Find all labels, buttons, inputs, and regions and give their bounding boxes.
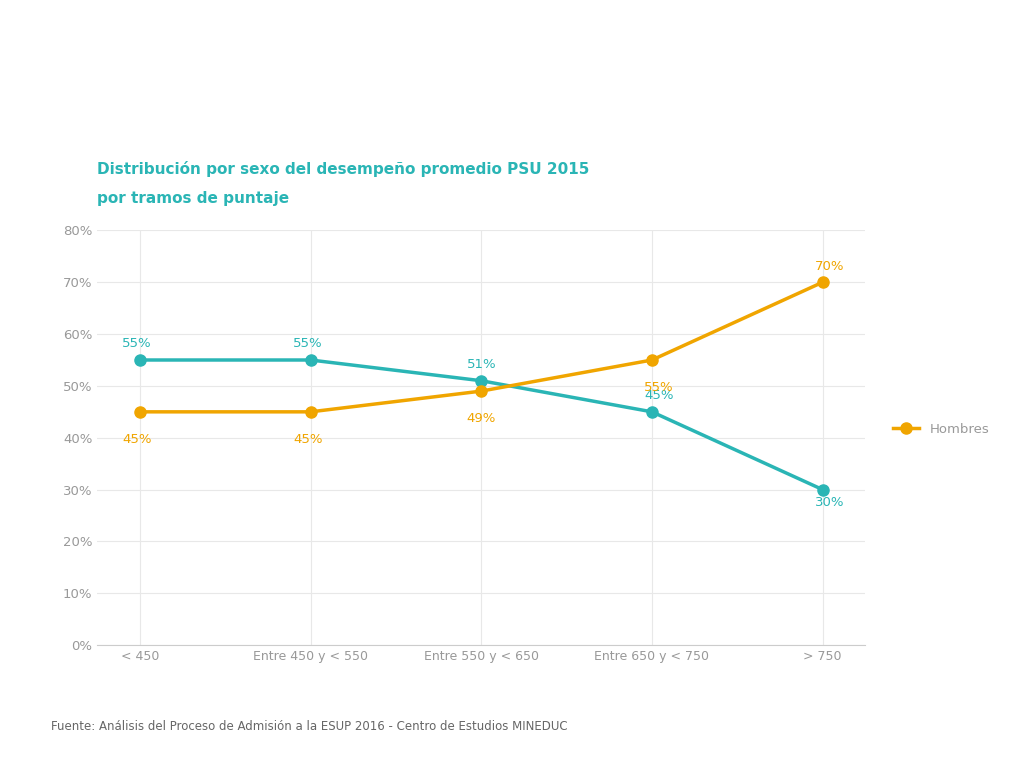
- Text: 45%: 45%: [123, 432, 152, 445]
- Text: Fuente: Análisis del Proceso de Admisión a la ESUP 2016 - Centro de Estudios MIN: Fuente: Análisis del Proceso de Admisión…: [51, 720, 568, 733]
- Text: 55%: 55%: [644, 381, 674, 394]
- Legend: Hombres: Hombres: [887, 418, 994, 442]
- Text: PSU: PSU: [286, 37, 374, 74]
- Text: 45%: 45%: [293, 432, 323, 445]
- Text: 49%: 49%: [467, 412, 496, 425]
- Text: 51%: 51%: [467, 358, 496, 371]
- Text: 55%: 55%: [122, 337, 152, 350]
- Text: 55%: 55%: [293, 337, 323, 350]
- Text: Distribución por sexo del desempeño promedio PSU 2015: Distribución por sexo del desempeño prom…: [97, 161, 590, 177]
- Text: 45%: 45%: [644, 389, 674, 402]
- Text: 70%: 70%: [815, 260, 845, 273]
- Text: por tramos de puntaje: por tramos de puntaje: [97, 190, 290, 206]
- Text: 30%: 30%: [815, 496, 845, 509]
- Text: Prueba de Selección Universitaria: Prueba de Selección Universitaria: [379, 39, 951, 72]
